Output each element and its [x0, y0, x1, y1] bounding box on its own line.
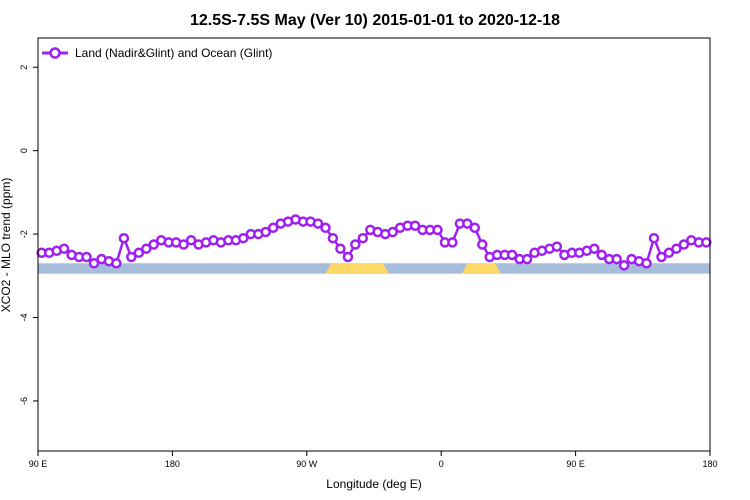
data-point	[312, 218, 324, 229]
legend-marker	[49, 47, 61, 59]
data-point	[589, 243, 600, 254]
data-point	[126, 251, 137, 263]
data-point	[111, 258, 122, 269]
x-tick-label: 180	[165, 459, 180, 469]
y-tick-label: -6	[19, 397, 29, 405]
data-point	[267, 222, 279, 234]
x-tick-label: 0	[439, 459, 444, 469]
data-point	[618, 260, 630, 271]
land-segment	[461, 263, 501, 274]
plot-frame	[37, 37, 711, 452]
x-axis-label: Longitude (deg E)	[326, 477, 421, 491]
x-tick-label: 90 E	[566, 459, 585, 469]
data-point	[409, 220, 421, 231]
data-point	[118, 232, 130, 244]
data-point	[432, 224, 443, 236]
chart-title: 12.5S-7.5S May (Ver 10) 2015-01-01 to 20…	[190, 12, 560, 29]
data-point	[260, 226, 271, 238]
y-tick-label: -4	[19, 313, 29, 321]
data-point	[335, 243, 346, 254]
land-ocean-band	[38, 263, 710, 274]
data-point	[656, 251, 667, 263]
data-point	[663, 247, 675, 259]
y-tick-label: 0	[19, 148, 29, 153]
data-point	[678, 239, 690, 250]
y-tick-label: -2	[19, 230, 29, 238]
data-point	[611, 253, 622, 265]
data-point	[148, 239, 159, 250]
data-point	[521, 253, 533, 265]
x-axis-ticks: 90 E 180 90 W 0 90 E 180	[29, 451, 718, 469]
y-axis-ticks: 2 0 -2 -4 -6	[19, 65, 38, 405]
data-point	[596, 249, 607, 261]
data-point	[447, 237, 458, 248]
x-tick-label: 90 E	[29, 459, 48, 469]
data-point	[469, 222, 481, 234]
data-point	[178, 239, 189, 250]
y-axis-label: XCO2 - MLO trend (ppm)	[0, 178, 13, 313]
data-point	[88, 258, 100, 269]
land-segment	[325, 263, 389, 274]
data-point	[701, 237, 712, 248]
data-point	[133, 247, 145, 259]
data-series	[36, 214, 712, 271]
data-point	[342, 251, 354, 263]
data-point	[185, 235, 197, 246]
data-point	[551, 241, 563, 252]
data-point	[357, 232, 369, 244]
data-point	[238, 232, 249, 244]
x-tick-label: 180	[702, 459, 717, 469]
data-point	[462, 218, 473, 229]
data-point	[477, 239, 488, 250]
data-point	[350, 239, 361, 250]
y-tick-label: 2	[19, 65, 29, 70]
legend-entry: Land (Nadir&Glint) and Ocean (Glint)	[75, 46, 272, 60]
x-tick-label: 90 W	[296, 459, 318, 469]
data-point	[506, 249, 518, 261]
data-point	[81, 251, 92, 263]
data-point	[327, 232, 339, 244]
data-point	[320, 222, 331, 234]
data-point	[141, 243, 152, 254]
data-point	[641, 258, 652, 269]
data-point	[671, 243, 682, 254]
data-point	[58, 243, 70, 254]
data-point	[387, 226, 398, 238]
data-point	[648, 232, 660, 244]
legend: Land (Nadir&Glint) and Ocean (Glint)	[42, 46, 272, 60]
